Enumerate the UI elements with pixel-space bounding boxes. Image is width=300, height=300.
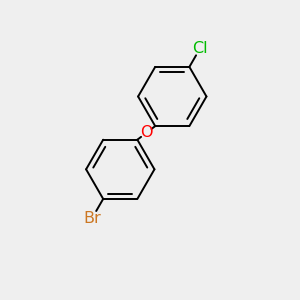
Text: Br: Br (83, 211, 101, 226)
Text: O: O (140, 125, 152, 140)
Text: Cl: Cl (192, 41, 208, 56)
